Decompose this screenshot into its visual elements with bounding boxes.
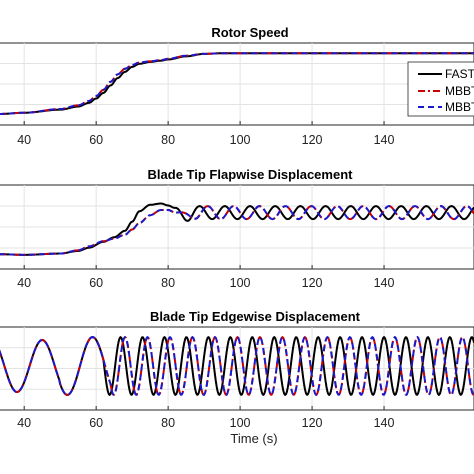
edgewise-xticks: 40 60 80 100 120 140 [17, 406, 395, 430]
x-tick-label: 80 [161, 133, 175, 147]
flapwise-xticks: 40 60 80 100 120 140 [17, 265, 395, 290]
x-tick-label: 120 [302, 416, 323, 430]
x-tick-label: 120 [302, 133, 323, 147]
flapwise-series [0, 202, 474, 256]
x-tick-label: 120 [302, 276, 323, 290]
edgewise-series [0, 336, 474, 396]
x-tick-label: 40 [17, 416, 31, 430]
edgewise-panel: Blade Tip Edgewise Displacement 40 60 80 10… [0, 309, 474, 446]
edgewise-grid [0, 327, 474, 410]
rotor-speed-title: Rotor Speed [211, 25, 288, 40]
x-tick-label: 100 [230, 416, 251, 430]
x-tick-label: 40 [17, 133, 31, 147]
edgewise-title: Blade Tip Edgewise Displacement [150, 309, 361, 324]
flapwise-panel: Blade Tip Flapwise Displacement 40 60 80 10… [0, 167, 474, 290]
x-tick-label: 140 [374, 276, 395, 290]
x-tick-label: 60 [89, 416, 103, 430]
legend-label-fast: FAST( [445, 67, 474, 81]
series-line-2 [0, 205, 474, 256]
series-line-2 [0, 336, 474, 396]
x-tick-label: 100 [230, 276, 251, 290]
series-line-2 [0, 52, 474, 115]
rotor-speed-panel: Rotor Speed 40 60 80 100 120 140 FAST( MBBT M… [0, 25, 474, 147]
x-tick-label: 140 [374, 416, 395, 430]
x-tick-label: 80 [161, 416, 175, 430]
x-tick-label: 60 [89, 133, 103, 147]
rotor-speed-series [0, 52, 474, 115]
legend-label-mbbt-red: MBBT [445, 84, 474, 98]
x-axis-label: Time (s) [230, 431, 277, 446]
x-tick-label: 40 [17, 276, 31, 290]
x-tick-label: 100 [230, 133, 251, 147]
legend-label-mbbt-blue: MBBT [445, 100, 474, 114]
x-tick-label: 80 [161, 276, 175, 290]
x-tick-label: 60 [89, 276, 103, 290]
legend: FAST( MBBT MBBT [407, 61, 474, 117]
flapwise-grid [0, 185, 474, 269]
rotor-speed-xticks: 40 60 80 100 120 140 [17, 121, 395, 147]
x-tick-label: 140 [374, 133, 395, 147]
flapwise-title: Blade Tip Flapwise Displacement [148, 167, 354, 182]
